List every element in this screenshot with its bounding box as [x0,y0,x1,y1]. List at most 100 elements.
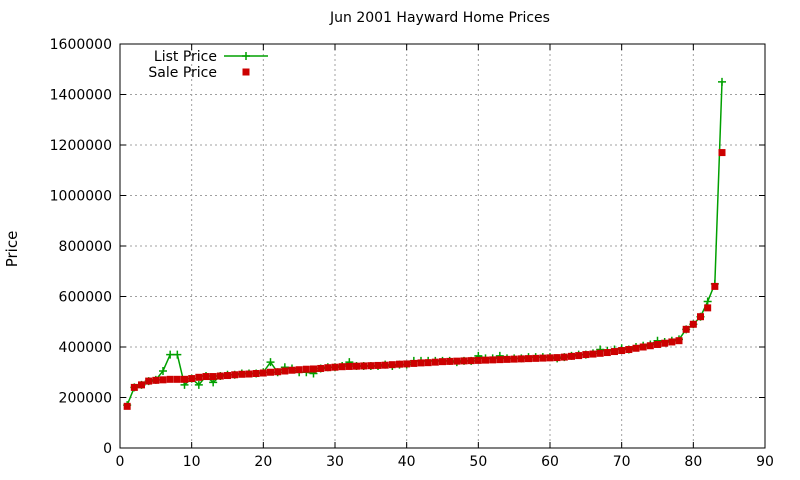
sale-price-point [453,357,461,365]
legend-plus-sample [242,52,250,60]
sale-price-point [417,359,425,367]
sale-price-point [181,375,188,383]
list-price-point [718,77,726,86]
sale-price-point [310,365,317,373]
sale-price-point [173,375,181,383]
sale-price-point [245,370,253,378]
sale-price-point [539,354,547,362]
chart-title: Jun 2001 Hayward Home Prices [330,10,550,26]
sale-price-point [704,304,712,312]
list-price-point [266,358,275,367]
x-tick-label: 20 [254,454,272,470]
x-tick-label: 40 [398,454,416,470]
sale-price-point [288,366,296,374]
sale-price-point [654,340,661,348]
x-tick-label: 50 [469,454,487,470]
sale-price-point [238,370,246,378]
y-tick-label: 400000 [59,340,112,356]
sale-price-point [123,402,131,410]
sale-price-point [546,354,554,362]
x-tick-label: 10 [183,454,201,470]
sale-price-point [396,360,403,368]
sale-price-series [123,149,726,410]
sale-price-point [152,376,160,384]
sale-price-point [138,381,145,389]
x-tick-label: 90 [756,454,774,470]
sale-price-point [460,357,468,365]
sale-price-point [668,338,676,346]
y-tick-label: 600000 [59,290,112,306]
sale-price-point [159,376,167,384]
sale-price-point [603,349,611,357]
sale-price-point [646,342,654,350]
x-tick-label: 60 [541,454,559,470]
x-tick-label: 30 [326,454,344,470]
sale-price-point [195,373,203,381]
sale-price-point [388,361,396,369]
sale-price-point [274,368,282,376]
sale-price-point [202,373,210,381]
sale-price-point [625,346,633,354]
list-price-point [159,366,167,375]
sale-price-point [374,361,382,369]
legend-label: Sale Price [148,65,217,81]
sale-price-point [231,371,239,379]
y-tick-label: 800000 [59,239,112,255]
sale-price-point [431,358,439,366]
sale-price-point [568,352,575,360]
sale-price-point [467,357,475,365]
sale-price-point [360,362,368,370]
sale-price-point [317,364,325,372]
sale-price-point [424,359,432,367]
sale-price-point [510,355,518,363]
x-tick-label: 80 [684,454,702,470]
grid-lines [120,44,765,448]
sale-price-point [639,343,647,351]
y-axis-label: Price [3,230,21,268]
sale-price-point [661,339,669,347]
sale-price-point [345,362,353,370]
sale-price-point [675,337,683,345]
sale-price-point [596,349,604,357]
x-tick-label: 0 [116,454,125,470]
sale-price-point [338,363,346,371]
sale-price-point [331,363,339,371]
data-series [123,77,726,410]
sale-price-point [618,347,626,355]
sale-price-point [474,356,482,364]
list-price-point [173,350,182,359]
sale-price-point [166,375,174,383]
y-tick-label: 1000000 [50,189,112,205]
sale-price-point [532,354,540,362]
legend-label: List Price [154,49,217,65]
list-price-point [703,297,712,306]
y-tick-label: 1200000 [50,138,112,154]
sale-price-point [711,282,719,290]
sale-price-point [589,350,597,358]
sale-price-point [267,368,274,376]
y-tick-label: 1600000 [50,37,112,53]
plot-frame [119,43,766,449]
sale-price-point [517,355,525,363]
sale-price-point [560,353,568,361]
sale-price-point [611,348,618,356]
sale-price-point [259,369,267,377]
sale-price-point [575,352,583,360]
sale-price-point [130,383,138,391]
sale-price-point [281,367,289,375]
sale-price-point [525,355,532,363]
sale-price-point [697,313,704,321]
sale-price-point [216,372,224,380]
sale-price-point [410,359,418,367]
sale-price-point [145,377,153,385]
sale-price-point [252,370,260,378]
sale-price-point [209,373,217,381]
sale-price-point [446,357,454,365]
sale-price-point [503,355,511,363]
sale-price-point [439,358,446,366]
sale-price-point [367,362,375,370]
sale-price-point [553,354,561,362]
y-tick-label: 200000 [59,391,112,407]
sale-price-point [718,149,726,157]
